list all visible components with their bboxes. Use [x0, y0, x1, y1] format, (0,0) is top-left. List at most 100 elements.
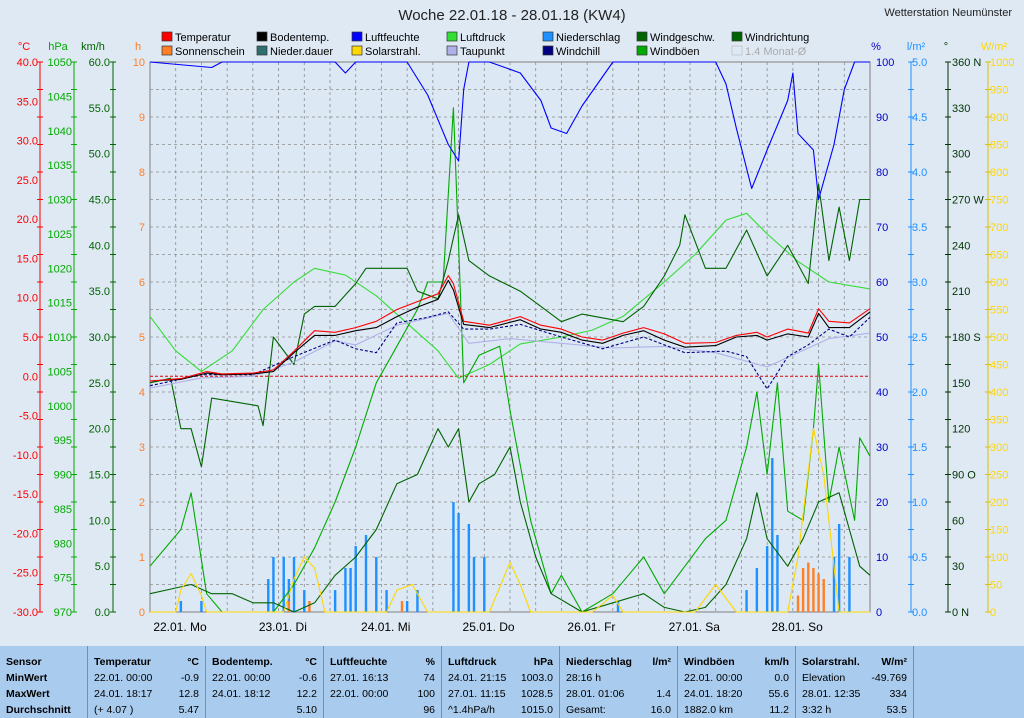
axis-tick-wind: 0.0	[95, 607, 110, 619]
col-header: Luftfeuchte	[330, 656, 388, 668]
summary-table: Sensor MinWert MaxWert Durchschnitt Temp…	[0, 646, 1024, 718]
legend-swatch	[161, 31, 173, 42]
cell-value: 334	[889, 688, 907, 700]
axis-tick-rain: 5.0	[912, 57, 927, 69]
axis-tick-solar: 200	[990, 497, 1008, 509]
station-name: Wetterstation Neumünster	[884, 7, 1012, 19]
table-row: 96	[330, 702, 435, 718]
col-header: Luftdruck	[448, 656, 497, 668]
series-luftfeuchte	[149, 61, 870, 201]
cell-value: 53.5	[886, 704, 907, 716]
cell-label: 22.01. 00:00	[330, 688, 389, 700]
legend-label: Windböen	[650, 46, 700, 58]
legend-label: Solarstrahl.	[365, 46, 421, 58]
col-header: Bodentemp.	[212, 656, 273, 668]
axis-tick-dir: 60	[952, 515, 964, 527]
axis-tick-press: 985	[54, 504, 72, 516]
bar-niederschlag	[755, 568, 759, 612]
axis-tick-dir: 30	[952, 561, 964, 573]
table-row: 22.01. 00:00 100	[330, 686, 435, 702]
axis-tick-hours: 2	[139, 497, 145, 509]
axis-tick-press: 1000	[48, 401, 72, 413]
axis-tick-humid: 90	[876, 112, 888, 124]
bar-niederschlag	[452, 502, 455, 612]
legend-swatch	[636, 45, 648, 56]
axis-tick-wind: 25.0	[89, 378, 110, 390]
axis-tick-temp: 0.0	[23, 371, 38, 383]
axis-tick-wind: 10.0	[89, 515, 110, 527]
cell-label: Elevation	[802, 672, 846, 684]
legend-label: Luftdruck	[460, 32, 506, 44]
axis-tick-humid: 20	[876, 497, 888, 509]
cell-label: 22.01. 00:00	[94, 672, 153, 684]
row-label-min: MinWert	[6, 672, 48, 684]
bar-niederschlag	[375, 557, 378, 612]
day-label: 26.01. Fr	[567, 620, 615, 634]
axis-tick-hours: 8	[139, 167, 145, 179]
table-row: 24.01. 21:15 1003.0	[448, 670, 553, 686]
axis-tick-solar: 600	[990, 277, 1008, 289]
col-unit: km/h	[764, 656, 789, 668]
legend-label: Bodentemp.	[270, 32, 329, 44]
table-row: 24.01. 18:17 12.8	[94, 686, 199, 702]
cell-label: 22.01. 00:00	[684, 672, 743, 684]
table-col-3: Luftdruck hPa 24.01. 21:15 1003.0 27.01. 11:…	[442, 646, 560, 718]
axis-tick-temp: -30.0	[13, 607, 38, 619]
axis-unit-press: hPa	[48, 41, 68, 53]
axis-tick-press: 975	[54, 573, 72, 585]
legend-swatch	[161, 45, 173, 56]
axis-tick-rain: 3.5	[912, 222, 927, 234]
axis-tick-solar: 50	[990, 580, 1002, 592]
axis-unit-temp: °C	[18, 41, 30, 53]
bar-niederschlag	[483, 557, 486, 612]
table-col-6: Solarstrahl. W/m² Elevation -49.769 28.01. 1…	[796, 646, 914, 718]
axis-tick-humid: 70	[876, 222, 888, 234]
cell-value: 1015.0	[520, 704, 553, 716]
axis-tick-temp: -5.0	[19, 411, 38, 423]
axis-tick-solar: 0	[990, 607, 996, 619]
series-temperatur	[149, 275, 871, 382]
table-row: Gesamt: 16.0	[566, 702, 671, 718]
table-row: 24.01. 18:12 12.2	[212, 686, 317, 702]
cell-label: 24.01. 21:15	[448, 672, 507, 684]
bar-niederschlag	[416, 590, 419, 612]
axis-tick-press: 1015	[48, 298, 72, 310]
table-row: 28.01. 12:35 334	[802, 686, 907, 702]
legend-swatch	[446, 31, 458, 42]
axis-tick-wind: 15.0	[89, 470, 110, 482]
axis-tick-temp: 15.0	[17, 253, 38, 265]
axis-tick-hours: 5	[139, 332, 145, 344]
day-label: 25.01. Do	[463, 620, 515, 634]
axis-tick-press: 1025	[48, 229, 72, 241]
axis-tick-press: 1040	[48, 126, 72, 138]
bar-sonnenschein	[287, 601, 291, 612]
day-label: 24.01. Mi	[361, 620, 410, 634]
axis-tick-temp: 20.0	[17, 214, 38, 226]
axis-tick-temp: 10.0	[17, 293, 38, 305]
series-solarstrahl.	[150, 427, 870, 613]
axis-tick-temp: -20.0	[13, 528, 38, 540]
cell-label: 28:16 h	[566, 672, 602, 684]
series-windböen	[149, 107, 871, 613]
table-row: 27.01. 11:15 1028.5	[448, 686, 553, 702]
axis-tick-wind: 40.0	[89, 240, 110, 252]
legend-label: Windchill	[556, 46, 600, 58]
axis-tick-rain: 4.5	[912, 112, 927, 124]
axis-tick-solar: 500	[990, 332, 1008, 344]
row-label-max: MaxWert	[6, 688, 50, 700]
axis-tick-solar: 550	[990, 305, 1008, 317]
axis-tick-press: 970	[54, 607, 72, 619]
cell-label: 24.01. 18:17	[94, 688, 153, 700]
axis-tick-humid: 10	[876, 552, 888, 564]
axis-tick-temp: 5.0	[23, 332, 38, 344]
series-windchill	[149, 311, 871, 390]
axis-tick-rain: 0.5	[912, 552, 927, 564]
axis-tick-temp: -10.0	[13, 450, 38, 462]
legend-swatch	[636, 31, 648, 42]
axis-tick-humid: 40	[876, 387, 888, 399]
axis-tick-temp: -15.0	[13, 489, 38, 501]
axis-tick-solar: 750	[990, 195, 1008, 207]
axis-tick-solar: 1000	[990, 57, 1014, 69]
bar-niederschlag	[282, 557, 285, 612]
axis-tick-wind: 20.0	[89, 424, 110, 436]
